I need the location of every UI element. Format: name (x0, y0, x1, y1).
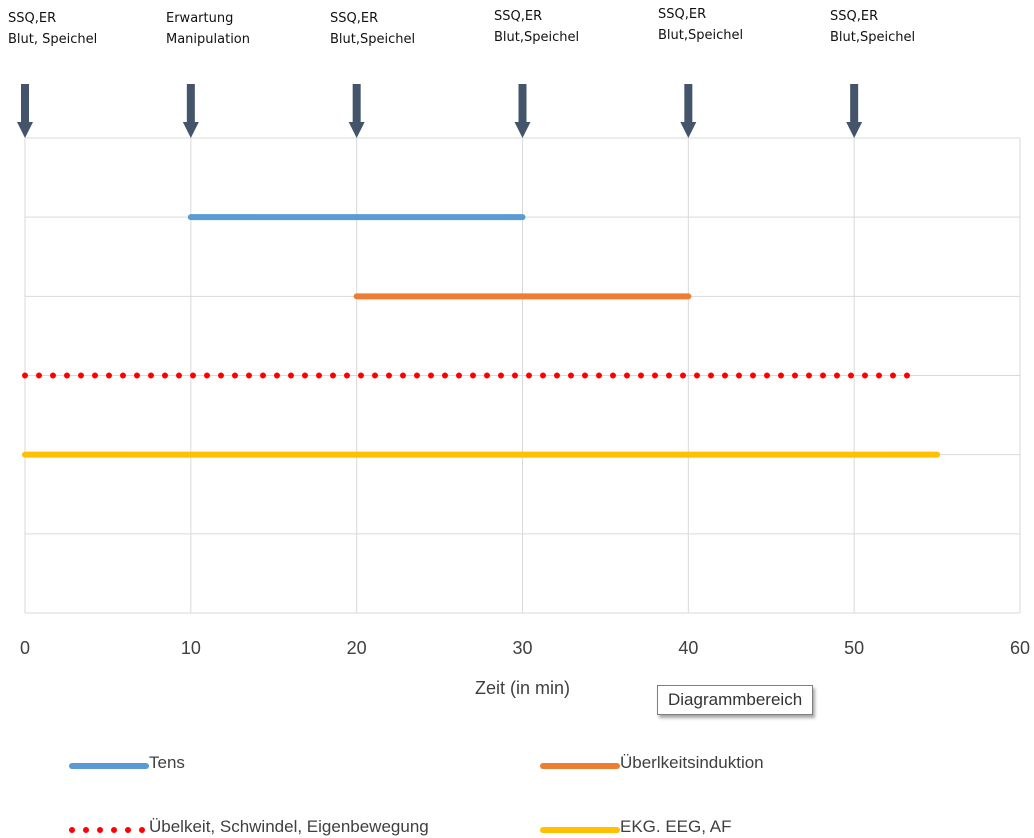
down-arrow (348, 84, 365, 138)
chart-area-tooltip: Diagrammbereich (657, 685, 814, 715)
annotation-20: SSQ,ER Blut,Speichel (330, 11, 416, 47)
x-tick-label: 30 (512, 638, 532, 658)
legend-label-ekg: EKG. EEG, AF (620, 817, 732, 836)
annotation-50: SSQ,ER Blut,Speichel (830, 9, 916, 45)
x-tick-label: 0 (20, 638, 30, 658)
down-arrow (514, 84, 531, 138)
x-tick-label: 40 (678, 638, 698, 658)
x-tick-label: 60 (1010, 638, 1030, 658)
x-tick-label: 10 (181, 638, 201, 658)
legend-label-uberlkeitsinduktion: Überlkeitsinduktion (620, 753, 764, 772)
down-arrow (17, 84, 33, 138)
x-tick-label: 20 (347, 638, 367, 658)
legend-label-tens: Tens (149, 753, 185, 772)
annotation-0: SSQ,ER Blut, Speichel (8, 11, 98, 47)
down-arrow (846, 84, 863, 138)
x-axis-title: Zeit (in min) (475, 678, 570, 698)
annotation-40: SSQ,ER Blut,Speichel (658, 7, 744, 43)
down-arrow (680, 84, 697, 138)
x-tick-label: 50 (844, 638, 864, 658)
legend-label-ubelkeit: Übelkeit, Schwindel, Eigenbewegung (149, 817, 429, 836)
down-arrow (182, 84, 199, 138)
annotation-30: SSQ,ER Blut,Speichel (494, 9, 580, 45)
annotation-10: Erwartung Manipulation (166, 11, 251, 47)
